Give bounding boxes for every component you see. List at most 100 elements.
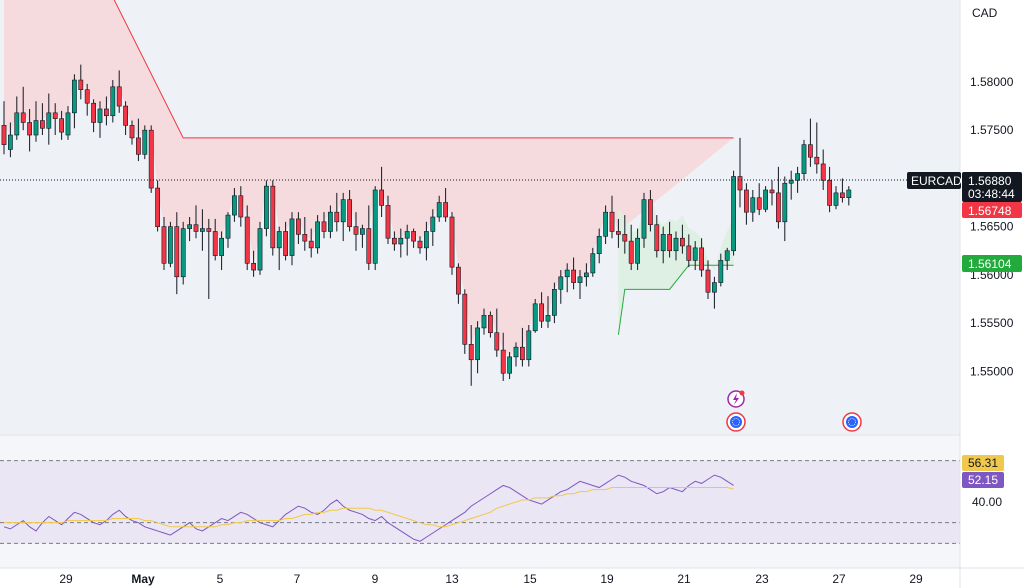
candle[interactable] <box>775 166 781 229</box>
price-axis[interactable]: 1.550001.555001.560001.565001.570001.575… <box>970 75 1014 378</box>
candle[interactable] <box>72 74 77 129</box>
candle[interactable] <box>526 325 532 367</box>
candle[interactable] <box>487 311 493 338</box>
candle[interactable] <box>519 327 525 367</box>
candle[interactable] <box>622 215 628 254</box>
candle[interactable] <box>807 118 813 167</box>
candle[interactable] <box>193 205 199 239</box>
candle[interactable] <box>366 205 372 271</box>
candle[interactable] <box>500 332 506 381</box>
candle[interactable] <box>14 96 20 140</box>
candle[interactable] <box>340 192 346 242</box>
candle[interactable] <box>238 186 244 227</box>
candle[interactable] <box>539 292 544 328</box>
candle[interactable] <box>679 224 685 254</box>
candle[interactable] <box>609 195 615 239</box>
candle[interactable] <box>315 215 320 254</box>
candle[interactable] <box>308 228 314 258</box>
candle[interactable] <box>564 263 570 293</box>
candle[interactable] <box>481 308 487 335</box>
candle[interactable] <box>686 234 692 268</box>
candle[interactable] <box>180 221 186 285</box>
candle[interactable] <box>820 149 826 190</box>
candle[interactable] <box>647 189 653 232</box>
candle[interactable] <box>65 106 71 140</box>
candle[interactable] <box>430 209 436 246</box>
candle[interactable] <box>52 103 58 136</box>
candle[interactable] <box>603 205 608 245</box>
candle[interactable] <box>283 221 288 261</box>
candle[interactable] <box>187 217 192 242</box>
candle[interactable] <box>801 139 807 181</box>
candle[interactable] <box>168 221 173 268</box>
lightning-icon[interactable] <box>727 390 745 408</box>
candle[interactable] <box>244 205 250 271</box>
candle[interactable] <box>123 101 128 136</box>
candle[interactable] <box>814 122 820 174</box>
candle[interactable] <box>136 118 141 162</box>
candle[interactable] <box>788 170 794 200</box>
candle[interactable] <box>494 308 500 357</box>
candle[interactable] <box>436 195 442 222</box>
candle[interactable] <box>711 276 717 309</box>
candle[interactable] <box>116 70 122 113</box>
candle[interactable] <box>833 186 839 210</box>
candle[interactable] <box>155 180 160 232</box>
candle[interactable] <box>212 218 218 261</box>
candle[interactable] <box>590 247 596 277</box>
candle[interactable] <box>571 257 576 290</box>
candle[interactable] <box>327 205 333 239</box>
candle[interactable] <box>251 250 256 277</box>
candle[interactable] <box>1 101 7 155</box>
candle[interactable] <box>635 228 640 271</box>
candle[interactable] <box>532 298 538 333</box>
candle[interactable] <box>660 226 666 264</box>
candle[interactable] <box>59 110 64 140</box>
candle[interactable] <box>455 263 461 304</box>
candle[interactable] <box>596 228 602 264</box>
candle[interactable] <box>97 101 103 138</box>
candle[interactable] <box>615 218 621 248</box>
candle[interactable] <box>692 241 698 271</box>
candle[interactable] <box>129 120 135 145</box>
candle[interactable] <box>654 215 660 258</box>
candle[interactable] <box>359 224 365 248</box>
candle[interactable] <box>750 189 756 222</box>
rsi-pane[interactable] <box>0 460 960 544</box>
globe-flag-icon[interactable] <box>842 412 862 432</box>
globe-flag-icon[interactable] <box>726 412 746 432</box>
currency-label[interactable]: CAD <box>972 6 998 20</box>
candle[interactable] <box>411 228 416 248</box>
candle[interactable] <box>46 93 52 145</box>
candle[interactable] <box>334 192 340 232</box>
candle[interactable] <box>200 209 205 251</box>
candlestick-series[interactable] <box>1 64 852 386</box>
candle[interactable] <box>379 166 384 217</box>
candle[interactable] <box>289 212 295 266</box>
candle[interactable] <box>8 122 13 158</box>
candle[interactable] <box>731 170 736 256</box>
candle[interactable] <box>507 352 512 380</box>
candle[interactable] <box>551 282 557 324</box>
candle[interactable] <box>33 101 39 142</box>
candle[interactable] <box>20 86 26 131</box>
candle[interactable] <box>545 296 551 328</box>
candle[interactable] <box>263 180 269 237</box>
candle[interactable] <box>161 217 167 271</box>
candle[interactable] <box>148 125 154 193</box>
candle[interactable] <box>385 195 391 245</box>
candle[interactable] <box>699 238 704 277</box>
candle[interactable] <box>443 188 448 222</box>
candle[interactable] <box>27 108 32 152</box>
candle[interactable] <box>39 103 45 136</box>
candle[interactable] <box>673 231 679 261</box>
candle[interactable] <box>295 212 301 245</box>
candle[interactable] <box>475 321 480 374</box>
candle[interactable] <box>641 192 647 248</box>
candle[interactable] <box>84 83 90 116</box>
candle[interactable] <box>78 64 84 100</box>
candle[interactable] <box>577 270 583 299</box>
candle[interactable] <box>110 80 116 123</box>
candle[interactable] <box>276 226 282 271</box>
candle[interactable] <box>782 176 788 242</box>
